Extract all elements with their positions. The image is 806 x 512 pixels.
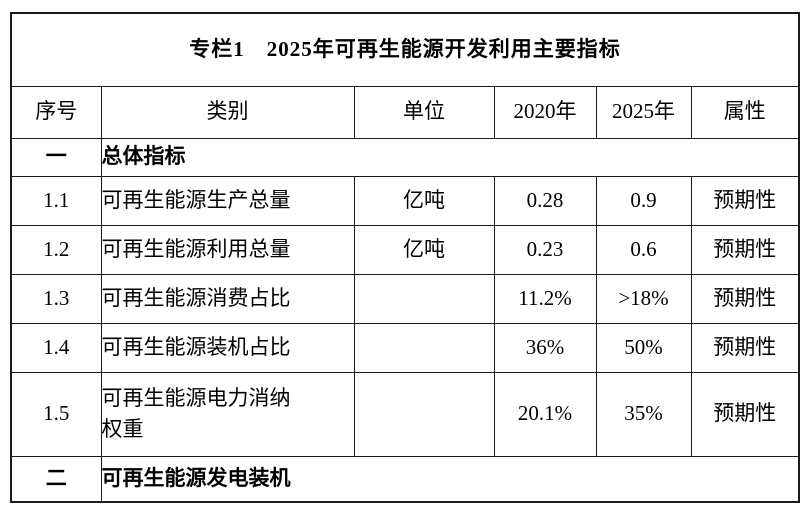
cell-2025: 35% [595,371,692,457]
table-header-row: 序号 类别 单位 2020年 2025年 属性 [10,85,800,139]
cell-attr: 预期性 [690,371,800,457]
section-1-no: 一 [10,137,102,177]
cell-unit [353,322,495,373]
section-2-title: 可再生能源发电装机 [100,455,800,503]
cell-attr: 预期性 [690,224,800,275]
header-2025: 2025年 [595,85,692,139]
section-1-title: 总体指标 [100,137,800,177]
cell-2020: 36% [493,322,597,373]
cell-2020: 20.1% [493,371,597,457]
document-table-container: 专栏1 2025年可再生能源开发利用主要指标 序号 类别 单位 2020年 20… [10,12,800,503]
header-attr: 属性 [690,85,800,139]
cell-2025: 0.6 [595,224,692,275]
data-row-1-4: 1.4 可再生能源装机占比 36% 50% 预期性 [10,322,800,373]
data-row-1-5: 1.5 可再生能源电力消纳权重 20.1% 35% 预期性 [10,371,800,457]
cell-no: 1.5 [10,371,102,457]
section-row-2: 二 可再生能源发电装机 [10,455,800,503]
table-title-row: 专栏1 2025年可再生能源开发利用主要指标 [10,12,800,87]
cell-unit: 亿吨 [353,224,495,275]
cell-category: 可再生能源装机占比 [100,322,355,373]
cell-no: 1.2 [10,224,102,275]
cell-attr: 预期性 [690,322,800,373]
cell-2020: 11.2% [493,273,597,324]
cell-2025: 0.9 [595,175,692,226]
cell-category: 可再生能源电力消纳权重 [100,371,355,457]
cell-unit: 亿吨 [353,175,495,226]
header-category: 类别 [100,85,355,139]
cell-2020: 0.23 [493,224,597,275]
data-row-1-1: 1.1 可再生能源生产总量 亿吨 0.28 0.9 预期性 [10,175,800,226]
cell-unit [353,371,495,457]
cell-category: 可再生能源利用总量 [100,224,355,275]
table-title: 专栏1 2025年可再生能源开发利用主要指标 [10,12,800,87]
data-row-1-2: 1.2 可再生能源利用总量 亿吨 0.23 0.6 预期性 [10,224,800,275]
data-row-1-3: 1.3 可再生能源消费占比 11.2% >18% 预期性 [10,273,800,324]
cell-no: 1.4 [10,322,102,373]
section-2-no: 二 [10,455,102,503]
cell-2025: >18% [595,273,692,324]
cell-no: 1.1 [10,175,102,226]
cell-category: 可再生能源生产总量 [100,175,355,226]
header-unit: 单位 [353,85,495,139]
cell-2020: 0.28 [493,175,597,226]
section-row-1: 一 总体指标 [10,137,800,177]
cell-2025: 50% [595,322,692,373]
cell-attr: 预期性 [690,273,800,324]
cell-unit [353,273,495,324]
cell-category: 可再生能源消费占比 [100,273,355,324]
cell-no: 1.3 [10,273,102,324]
header-no: 序号 [10,85,102,139]
cell-attr: 预期性 [690,175,800,226]
cell-category-text: 可再生能源电力消纳权重 [101,385,291,442]
indicator-table: 专栏1 2025年可再生能源开发利用主要指标 序号 类别 单位 2020年 20… [10,12,800,503]
header-2020: 2020年 [493,85,597,139]
